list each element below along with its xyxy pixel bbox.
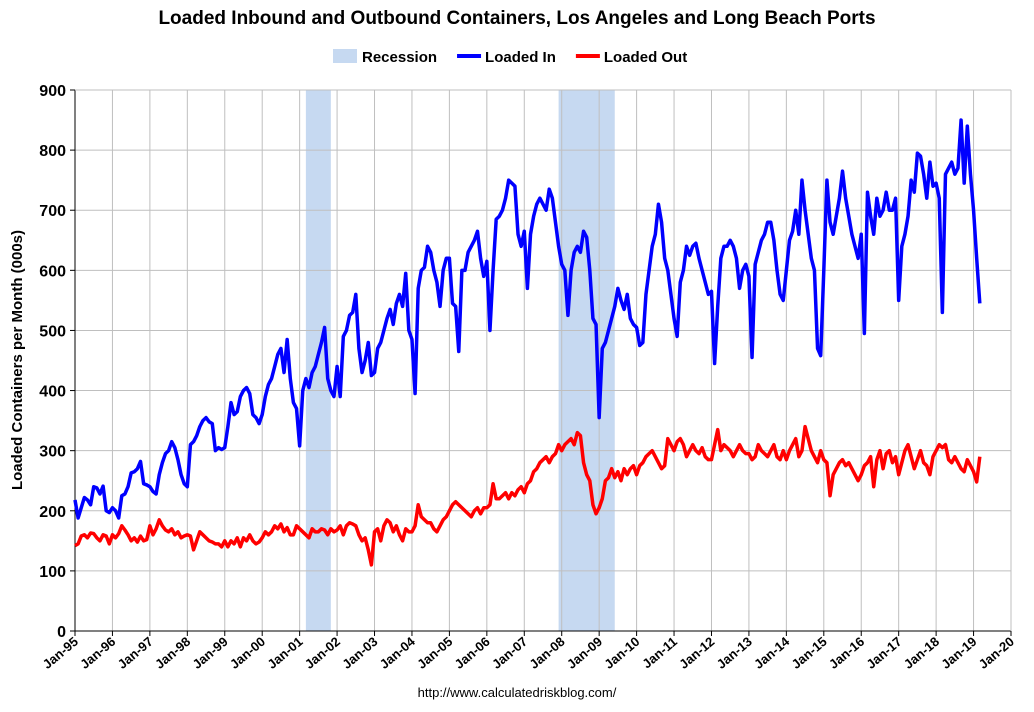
y-tick-label: 0 [57, 624, 66, 641]
x-tick-label: Jan-00 [227, 634, 268, 672]
y-tick-label: 900 [39, 83, 66, 100]
x-tick-label: Jan-16 [826, 634, 867, 672]
chart-title: Loaded Inbound and Outbound Containers, … [158, 8, 875, 29]
x-tick-label: Jan-17 [863, 634, 904, 672]
x-tick-label: Jan-03 [339, 634, 380, 672]
x-tick-label: Jan-98 [152, 634, 193, 672]
x-tick-label: Jan-01 [264, 634, 305, 672]
x-tick-label: Jan-10 [601, 634, 642, 672]
y-tick-label: 700 [39, 203, 66, 220]
x-tick-label: Jan-97 [115, 634, 156, 672]
x-tick-label: Jan-11 [639, 634, 680, 672]
y-tick-label: 800 [39, 143, 66, 160]
y-tick-label: 300 [39, 444, 66, 461]
x-tick-label: Jan-05 [414, 634, 455, 672]
x-tick-label: Jan-08 [526, 634, 567, 672]
x-tick-label: Jan-07 [489, 634, 530, 672]
legend-label: Loaded In [485, 49, 556, 66]
x-tick-label: Jan-04 [377, 633, 419, 671]
legend-label: Loaded Out [604, 49, 687, 66]
legend-swatch [333, 49, 357, 63]
source: http://www.calculatedriskblog.com/ [418, 685, 617, 700]
series-line [73, 118, 982, 520]
y-tick-label: 600 [39, 263, 66, 280]
series-line [74, 424, 982, 567]
x-tick-label: Jan-14 [751, 633, 793, 671]
x-tick-label: Jan-18 [901, 634, 942, 672]
x-tick-label: Jan-12 [676, 634, 717, 672]
x-tick-label: Jan-15 [789, 634, 830, 672]
recession-band [558, 90, 615, 631]
x-tick-label: Jan-96 [77, 634, 118, 672]
x-tick-label: Jan-09 [564, 634, 605, 672]
x-tick-label: Jan-13 [714, 634, 755, 672]
x-tick-label: Jan-02 [302, 634, 343, 672]
y-tick-label: 200 [39, 504, 66, 521]
y-tick-label: 100 [39, 564, 66, 581]
y-axis-label: Loaded Containers per Month (000s) [9, 230, 26, 490]
y-tick-label: 500 [39, 323, 66, 340]
x-tick-label: Jan-20 [976, 634, 1017, 672]
y-tick-label: 400 [39, 384, 66, 401]
x-tick-label: Jan-99 [189, 634, 230, 672]
x-tick-label: Jan-06 [452, 634, 493, 672]
x-tick-label: Jan-19 [938, 634, 979, 672]
legend-label: Recession [362, 49, 437, 66]
